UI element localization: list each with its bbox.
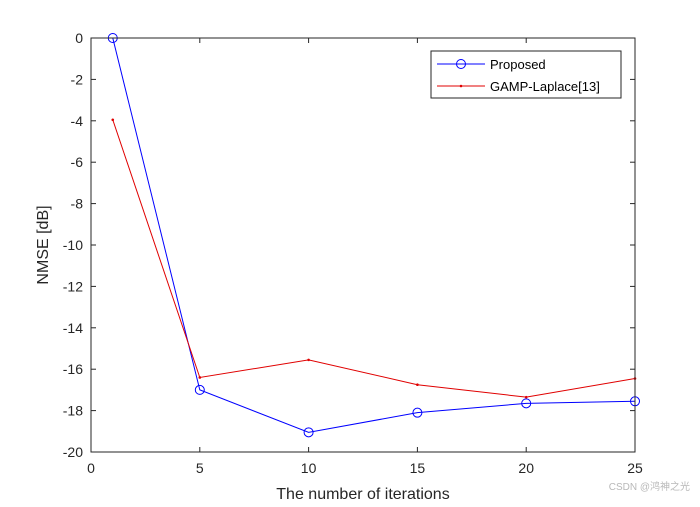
legend-marker-gamp-laplace: [459, 84, 463, 88]
y-tick-label-2: -4: [71, 113, 84, 129]
x-tick-label-0: 0: [87, 460, 95, 476]
legend: Proposed GAMP-Laplace[13]: [430, 50, 622, 99]
y-tick-label-4: -8: [71, 196, 84, 212]
x-tick-label-3: 15: [410, 460, 426, 476]
y-tick-label-1: -2: [71, 71, 84, 87]
y-tick-label-3: -6: [71, 154, 84, 170]
y-tick-label-6: -12: [63, 278, 83, 294]
plot-area-background: [91, 38, 635, 452]
series-line-gamp-laplace-13: [112, 119, 636, 398]
y-tick-label-7: -14: [63, 320, 83, 336]
x-tick-label-5: 25: [627, 460, 643, 476]
data-point-gamp-laplace-13-1: [198, 376, 202, 379]
data-point-proposed-3: [412, 407, 423, 418]
legend-label-proposed: Proposed: [490, 57, 546, 72]
data-point-proposed-4: [521, 398, 532, 409]
data-point-proposed-1: [194, 384, 205, 395]
data-point-gamp-laplace-13-4: [524, 395, 528, 399]
data-point-proposed-2: [303, 427, 314, 438]
y-tick-label-5: -10: [63, 237, 83, 253]
legend-label-gamp-laplace: GAMP-Laplace[13]: [490, 79, 600, 94]
data-point-gamp-laplace-13-3: [416, 383, 419, 387]
axis-ticks: 0 5 10 15 20 25 0 -2 -4 -6 -8 -10 -12 -14 -16 -18 -20: [63, 30, 643, 476]
series-line-proposed: [112, 37, 636, 433]
x-tick-label-4: 20: [518, 460, 534, 476]
x-tick-label-2: 10: [301, 460, 317, 476]
y-tick-label-10: -20: [63, 444, 83, 460]
x-axis-title: The number of iterations: [276, 486, 449, 503]
data-point-gamp-laplace-13-0: [111, 118, 115, 122]
x-tick-label-1: 5: [196, 460, 204, 476]
legend-box: [430, 50, 622, 99]
data-point-gamp-laplace-13-2: [307, 358, 310, 362]
y-tick-label-0: 0: [75, 30, 83, 46]
legend-marker-proposed: [456, 59, 466, 69]
watermark: CSDN @鸿神之光: [608, 482, 690, 493]
chart-marks: [107, 33, 640, 438]
y-tick-label-9: -18: [63, 403, 83, 419]
y-axis-title: NMSE [dB]: [35, 205, 52, 284]
y-tick-label-8: -16: [63, 361, 83, 377]
